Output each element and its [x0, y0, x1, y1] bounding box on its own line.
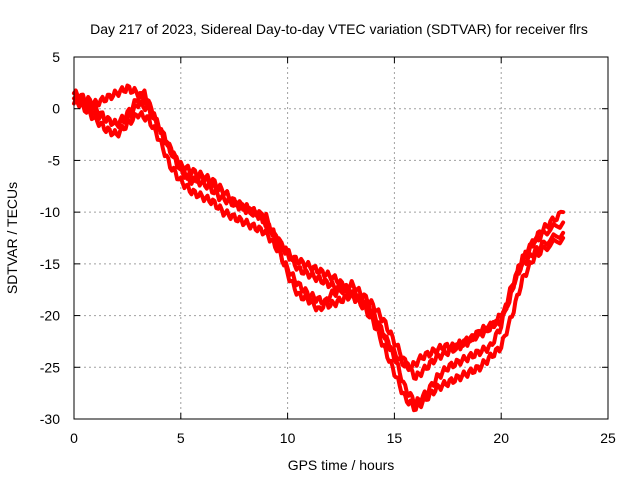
x-tick-label: 25: [600, 430, 616, 446]
series-line-track-2: [72, 94, 566, 413]
x-tick-label: 10: [280, 430, 296, 446]
y-tick-label: -20: [40, 308, 60, 324]
grid: [74, 57, 608, 419]
x-tick-label: 20: [493, 430, 509, 446]
y-tick-label: 0: [52, 101, 60, 117]
x-tick-label: 15: [387, 430, 403, 446]
y-tick-labels: 5 0 -5 -10 -15 -20 -25 -30: [40, 49, 60, 427]
plot-frame: [73, 56, 609, 420]
series-layer: [72, 83, 566, 413]
x-tick-label: 0: [70, 430, 78, 446]
y-axis-label: SDTVAR / TECUs: [4, 182, 20, 294]
x-tick-label: 5: [177, 430, 185, 446]
series-line-track-3: [72, 83, 566, 381]
y-tick-label: -15: [40, 256, 60, 272]
ticks: [73, 56, 609, 420]
y-tick-label: -25: [40, 359, 60, 375]
x-axis-label: GPS time / hours: [288, 457, 395, 473]
y-tick-label: -30: [40, 411, 60, 427]
series-line-track-4: [72, 88, 566, 407]
chart-title: Day 217 of 2023, Sidereal Day-to-day VTE…: [90, 21, 588, 37]
x-tick-labels: 0 5 10 15 20 25: [70, 430, 616, 446]
y-tick-label: 5: [52, 49, 60, 65]
y-tick-label: -5: [48, 152, 61, 168]
y-tick-label: -10: [40, 204, 60, 220]
